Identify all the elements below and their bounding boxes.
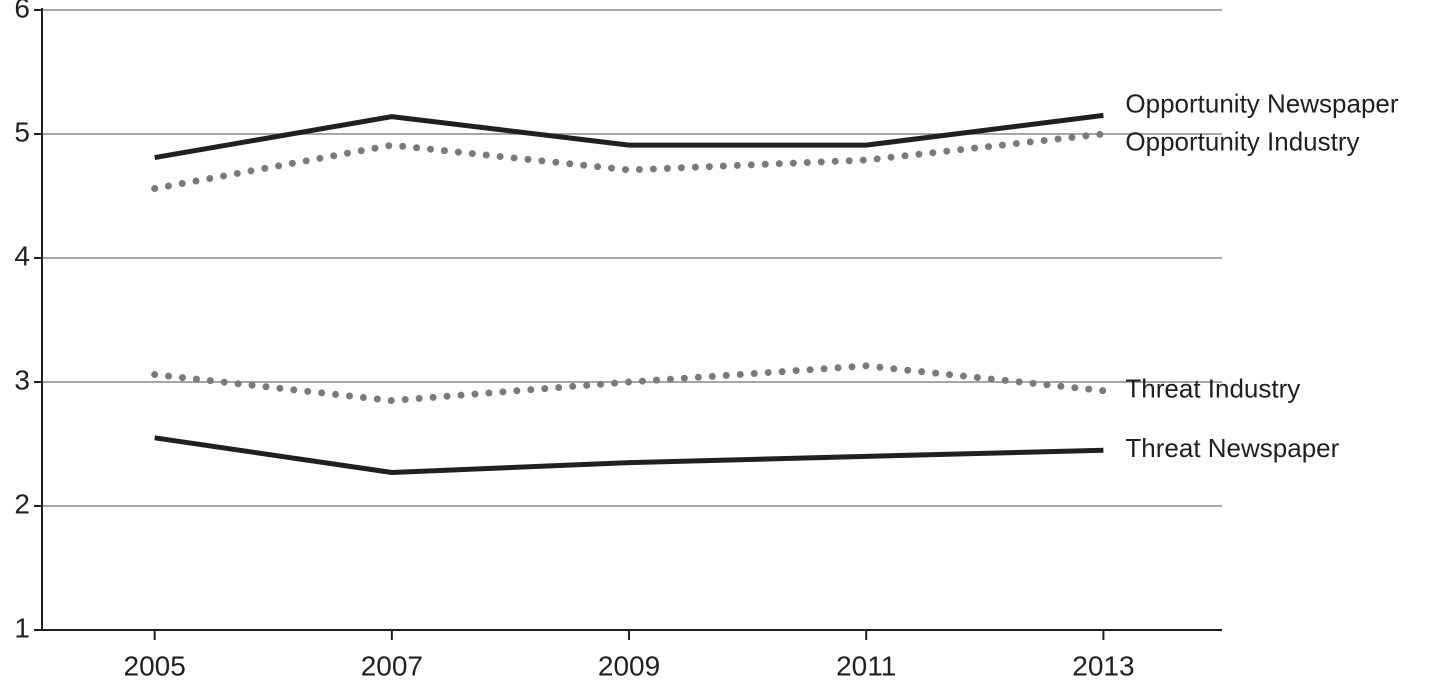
y-tick-label: 5: [14, 116, 30, 147]
y-tick-label: 1: [14, 612, 30, 643]
series-label: Opportunity Newspaper: [1125, 89, 1398, 119]
x-tick-label: 2011: [836, 650, 896, 681]
x-tick-label: 2007: [361, 650, 423, 681]
y-tick-label: 3: [14, 364, 30, 395]
y-tick-label: 4: [14, 240, 30, 271]
series-line: [154, 112, 1104, 161]
series-label: Opportunity Industry: [1125, 127, 1359, 157]
y-tick-label: 6: [14, 0, 30, 23]
x-tick-label: 2009: [598, 650, 660, 681]
series-line: [154, 435, 1104, 476]
series-label: Threat Industry: [1125, 374, 1300, 404]
x-tick-label: 2013: [1072, 650, 1134, 681]
series-line: [151, 130, 1107, 193]
y-tick-label: 2: [14, 488, 30, 519]
series-line: [151, 362, 1107, 405]
series-label: Threat Newspaper: [1125, 433, 1339, 463]
x-tick-label: 2005: [124, 650, 186, 681]
